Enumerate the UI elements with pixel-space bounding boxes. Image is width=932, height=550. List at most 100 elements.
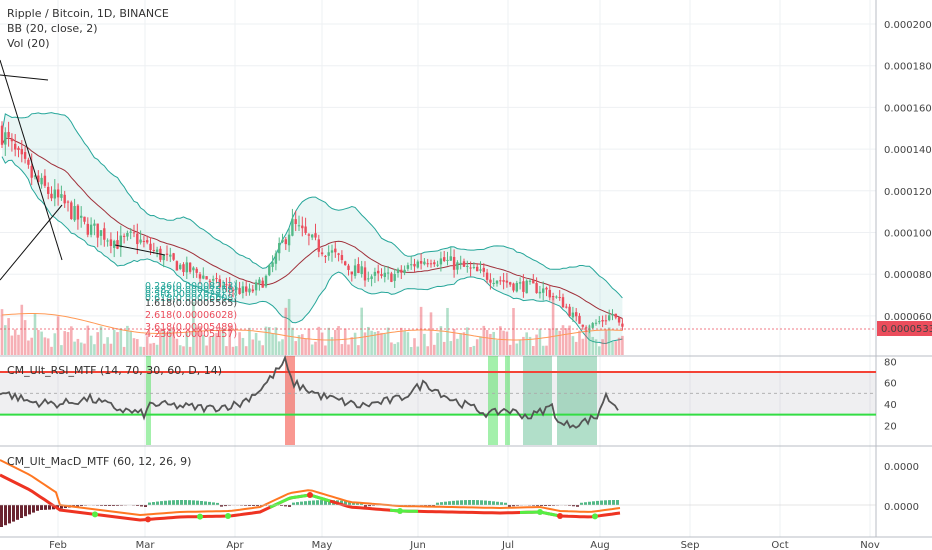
macd-signal-line — [0, 459, 621, 517]
candle-body — [535, 283, 538, 294]
rsi-legend: CM_Ult_RSI_MTF (14, 70, 30, 60, D, 14) — [7, 364, 222, 377]
candle-body — [512, 283, 515, 291]
macd-histogram-bar — [328, 500, 331, 505]
volume-bar — [297, 335, 301, 355]
macd-histogram-bar — [220, 505, 223, 507]
candle-body — [119, 235, 122, 248]
month-label: Jul — [501, 540, 514, 550]
volume-bar — [462, 332, 466, 355]
macd-histogram-bar — [312, 500, 315, 505]
trend-line — [0, 74, 49, 81]
volume-bar — [317, 326, 321, 355]
candle-body — [307, 234, 311, 236]
macd-histogram-bar — [48, 505, 51, 510]
candle-body — [396, 269, 400, 273]
candle-body — [76, 205, 80, 220]
macd-histogram-bar — [140, 505, 143, 507]
candle-body — [294, 219, 297, 225]
volume-bar — [211, 335, 215, 355]
volume-bar — [310, 344, 314, 355]
candle-body — [439, 258, 443, 265]
volume-bar — [617, 337, 621, 355]
candle-body — [47, 186, 50, 194]
volume-bar — [376, 331, 380, 355]
candle-body — [122, 235, 126, 237]
volume-bar — [578, 330, 581, 355]
macd-tick-label: 0.0000 — [884, 462, 919, 473]
volume-bar — [518, 340, 522, 355]
price-tick-label: 0.00018000 — [884, 62, 932, 73]
volume-bar — [538, 328, 542, 355]
macd-histogram-bar — [536, 505, 539, 506]
volume-bar — [202, 334, 205, 355]
volume-bar — [63, 331, 66, 355]
price-tick-label: 0.00020000 — [884, 20, 932, 31]
price-tick-label: 0.00006000 — [884, 312, 932, 323]
month-label: Apr — [226, 540, 244, 550]
volume-bar — [601, 339, 604, 355]
volume-bar — [46, 338, 50, 355]
fib-label: 3.618(0.00005489) — [145, 322, 237, 333]
volume-bar — [185, 332, 189, 355]
candle-body — [476, 266, 479, 272]
candle-body — [17, 147, 20, 151]
candle-body — [575, 312, 578, 317]
volume-bar — [27, 340, 30, 355]
volume-bar — [337, 326, 340, 355]
candle-body — [584, 327, 588, 329]
volume-bar — [13, 329, 17, 355]
candle-body — [449, 256, 452, 261]
fib-label: 0.382(0.00007558) — [145, 285, 237, 296]
macd-histogram-bar — [296, 502, 299, 505]
rsi-zone — [523, 356, 552, 445]
candle-body — [367, 278, 370, 280]
macd-histogram-bar — [8, 505, 11, 524]
candle-body — [545, 287, 548, 290]
price-tick-label: 0.00016000 — [884, 103, 932, 114]
volume-bar — [83, 343, 86, 355]
volume-bar — [136, 339, 139, 355]
volume-bar — [390, 342, 393, 355]
macd-histogram-bar — [504, 502, 507, 505]
candle-body — [611, 314, 614, 316]
volume-bar — [287, 298, 291, 355]
macd-histogram-bar — [120, 505, 123, 506]
macd-histogram-bar — [544, 505, 547, 506]
candle-body — [20, 148, 23, 155]
candle-body — [416, 261, 419, 268]
volume-bar — [314, 341, 317, 355]
volume-bar — [409, 346, 413, 355]
candle-body — [93, 223, 96, 226]
candle-body — [410, 264, 413, 266]
volume-bar — [459, 333, 462, 355]
volume-bar — [205, 345, 208, 355]
macd-histogram-bar — [112, 505, 115, 506]
candle-body — [472, 267, 476, 269]
volume-bar — [571, 336, 575, 355]
candle-body — [489, 279, 492, 283]
candle-body — [4, 132, 7, 145]
volume-bar — [581, 338, 585, 355]
candle-body — [33, 175, 37, 177]
candle-body — [179, 264, 182, 269]
macd-histogram-bar — [444, 501, 447, 505]
volume-bar — [99, 326, 103, 355]
volume-bar — [555, 328, 558, 355]
volume-bar — [330, 337, 334, 355]
candle-body — [106, 240, 109, 242]
candle-body — [423, 261, 426, 265]
macd-cross-dot — [307, 492, 313, 498]
macd-histogram-bar — [368, 505, 371, 507]
volume-bar — [149, 343, 152, 355]
macd-histogram-bar — [612, 500, 615, 505]
volume-bar — [119, 328, 123, 355]
volume-bar — [492, 331, 495, 355]
volume-bar — [419, 306, 423, 355]
macd-cross-dot — [197, 513, 203, 520]
candle-body — [116, 240, 119, 249]
macd-histogram-bar — [468, 500, 471, 505]
macd-cross-dot — [592, 513, 598, 520]
candle-body — [264, 275, 268, 287]
macd-histogram-bar — [508, 505, 511, 507]
